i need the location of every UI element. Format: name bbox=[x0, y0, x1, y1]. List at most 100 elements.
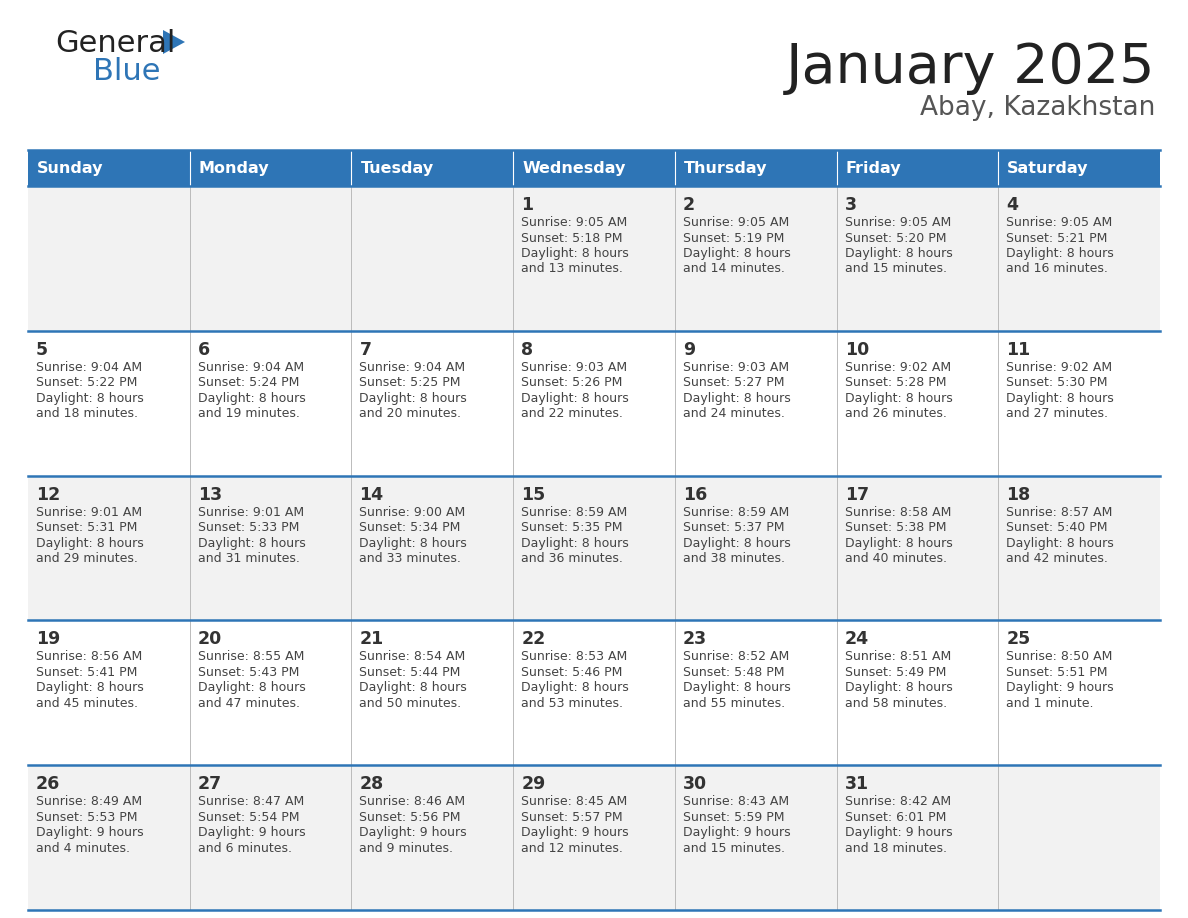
Text: Sunrise: 8:46 AM: Sunrise: 8:46 AM bbox=[360, 795, 466, 808]
Bar bbox=[836, 330, 998, 476]
Text: and 50 minutes.: and 50 minutes. bbox=[360, 697, 462, 710]
Text: General: General bbox=[55, 29, 176, 58]
Text: 17: 17 bbox=[845, 486, 868, 504]
Text: Sunset: 5:19 PM: Sunset: 5:19 PM bbox=[683, 231, 784, 244]
Text: Friday: Friday bbox=[846, 162, 902, 176]
Bar bbox=[29, 766, 190, 910]
Text: Sunset: 5:18 PM: Sunset: 5:18 PM bbox=[522, 231, 623, 244]
Bar bbox=[190, 621, 352, 766]
Text: Daylight: 8 hours: Daylight: 8 hours bbox=[522, 247, 628, 260]
Text: Daylight: 9 hours: Daylight: 9 hours bbox=[360, 826, 467, 839]
Text: and 22 minutes.: and 22 minutes. bbox=[522, 408, 623, 420]
Text: 21: 21 bbox=[360, 631, 384, 648]
Text: Sunrise: 9:02 AM: Sunrise: 9:02 AM bbox=[1006, 361, 1112, 374]
Text: 8: 8 bbox=[522, 341, 533, 359]
Text: and 24 minutes.: and 24 minutes. bbox=[683, 408, 785, 420]
Text: and 38 minutes.: and 38 minutes. bbox=[683, 552, 785, 565]
Text: Sunset: 5:59 PM: Sunset: 5:59 PM bbox=[683, 811, 784, 823]
Text: 13: 13 bbox=[197, 486, 222, 504]
Text: 9: 9 bbox=[683, 341, 695, 359]
Text: Sunset: 5:27 PM: Sunset: 5:27 PM bbox=[683, 376, 784, 389]
Bar bbox=[29, 186, 190, 330]
Text: Sunrise: 8:58 AM: Sunrise: 8:58 AM bbox=[845, 506, 950, 519]
Bar bbox=[675, 476, 836, 621]
Text: Sunrise: 8:51 AM: Sunrise: 8:51 AM bbox=[845, 650, 950, 664]
Text: Daylight: 8 hours: Daylight: 8 hours bbox=[522, 537, 628, 550]
Text: Daylight: 9 hours: Daylight: 9 hours bbox=[845, 826, 953, 839]
Text: and 14 minutes.: and 14 minutes. bbox=[683, 263, 785, 275]
Text: Sunrise: 8:45 AM: Sunrise: 8:45 AM bbox=[522, 795, 627, 808]
Text: 4: 4 bbox=[1006, 196, 1018, 214]
Text: Daylight: 8 hours: Daylight: 8 hours bbox=[197, 537, 305, 550]
Text: 16: 16 bbox=[683, 486, 707, 504]
Text: 15: 15 bbox=[522, 486, 545, 504]
Text: Blue: Blue bbox=[93, 57, 160, 86]
Text: Daylight: 8 hours: Daylight: 8 hours bbox=[36, 392, 144, 405]
Text: Sunset: 5:25 PM: Sunset: 5:25 PM bbox=[360, 376, 461, 389]
Text: Sunset: 5:35 PM: Sunset: 5:35 PM bbox=[522, 521, 623, 534]
Text: 12: 12 bbox=[36, 486, 61, 504]
Text: 11: 11 bbox=[1006, 341, 1030, 359]
Text: and 27 minutes.: and 27 minutes. bbox=[1006, 408, 1108, 420]
Text: Daylight: 8 hours: Daylight: 8 hours bbox=[1006, 247, 1114, 260]
Bar bbox=[836, 476, 998, 621]
Bar bbox=[190, 150, 352, 186]
Text: and 47 minutes.: and 47 minutes. bbox=[197, 697, 299, 710]
Bar bbox=[352, 330, 513, 476]
Text: and 45 minutes.: and 45 minutes. bbox=[36, 697, 138, 710]
Text: Daylight: 8 hours: Daylight: 8 hours bbox=[683, 537, 790, 550]
Text: Daylight: 8 hours: Daylight: 8 hours bbox=[522, 392, 628, 405]
Polygon shape bbox=[163, 30, 185, 54]
Text: Sunset: 5:34 PM: Sunset: 5:34 PM bbox=[360, 521, 461, 534]
Text: Sunset: 5:48 PM: Sunset: 5:48 PM bbox=[683, 666, 784, 679]
Text: and 1 minute.: and 1 minute. bbox=[1006, 697, 1094, 710]
Text: 20: 20 bbox=[197, 631, 222, 648]
Text: and 6 minutes.: and 6 minutes. bbox=[197, 842, 292, 855]
Text: and 55 minutes.: and 55 minutes. bbox=[683, 697, 785, 710]
Bar bbox=[190, 186, 352, 330]
Text: Sunrise: 9:04 AM: Sunrise: 9:04 AM bbox=[197, 361, 304, 374]
Text: and 4 minutes.: and 4 minutes. bbox=[36, 842, 129, 855]
Text: Sunset: 5:56 PM: Sunset: 5:56 PM bbox=[360, 811, 461, 823]
Bar bbox=[513, 476, 675, 621]
Text: Daylight: 8 hours: Daylight: 8 hours bbox=[845, 392, 953, 405]
Bar bbox=[836, 766, 998, 910]
Text: Sunset: 5:57 PM: Sunset: 5:57 PM bbox=[522, 811, 623, 823]
Text: Daylight: 8 hours: Daylight: 8 hours bbox=[683, 392, 790, 405]
Text: Daylight: 9 hours: Daylight: 9 hours bbox=[683, 826, 790, 839]
Bar bbox=[998, 150, 1159, 186]
Text: and 15 minutes.: and 15 minutes. bbox=[845, 263, 947, 275]
Text: 1: 1 bbox=[522, 196, 533, 214]
Text: Sunset: 5:20 PM: Sunset: 5:20 PM bbox=[845, 231, 946, 244]
Bar bbox=[675, 621, 836, 766]
Text: and 31 minutes.: and 31 minutes. bbox=[197, 552, 299, 565]
Text: Sunrise: 9:05 AM: Sunrise: 9:05 AM bbox=[845, 216, 950, 229]
Bar bbox=[836, 150, 998, 186]
Bar bbox=[190, 330, 352, 476]
Text: Daylight: 9 hours: Daylight: 9 hours bbox=[197, 826, 305, 839]
Text: 3: 3 bbox=[845, 196, 857, 214]
Text: 25: 25 bbox=[1006, 631, 1030, 648]
Text: Sunset: 5:38 PM: Sunset: 5:38 PM bbox=[845, 521, 946, 534]
Text: Sunday: Sunday bbox=[37, 162, 103, 176]
Text: Daylight: 8 hours: Daylight: 8 hours bbox=[1006, 537, 1114, 550]
Text: and 13 minutes.: and 13 minutes. bbox=[522, 263, 623, 275]
Text: Sunrise: 8:55 AM: Sunrise: 8:55 AM bbox=[197, 650, 304, 664]
Text: Sunset: 5:37 PM: Sunset: 5:37 PM bbox=[683, 521, 784, 534]
Text: Sunrise: 9:03 AM: Sunrise: 9:03 AM bbox=[522, 361, 627, 374]
Text: Sunrise: 8:50 AM: Sunrise: 8:50 AM bbox=[1006, 650, 1113, 664]
Text: Sunrise: 9:02 AM: Sunrise: 9:02 AM bbox=[845, 361, 950, 374]
Text: Daylight: 8 hours: Daylight: 8 hours bbox=[845, 681, 953, 694]
Bar bbox=[513, 621, 675, 766]
Text: Daylight: 8 hours: Daylight: 8 hours bbox=[845, 537, 953, 550]
Text: and 18 minutes.: and 18 minutes. bbox=[845, 842, 947, 855]
Text: 6: 6 bbox=[197, 341, 210, 359]
Text: Daylight: 8 hours: Daylight: 8 hours bbox=[360, 681, 467, 694]
Text: and 33 minutes.: and 33 minutes. bbox=[360, 552, 461, 565]
Text: January 2025: January 2025 bbox=[785, 41, 1155, 95]
Text: Sunrise: 9:05 AM: Sunrise: 9:05 AM bbox=[683, 216, 789, 229]
Text: Daylight: 9 hours: Daylight: 9 hours bbox=[36, 826, 144, 839]
Text: Daylight: 8 hours: Daylight: 8 hours bbox=[845, 247, 953, 260]
Text: 26: 26 bbox=[36, 775, 61, 793]
Text: Sunrise: 8:43 AM: Sunrise: 8:43 AM bbox=[683, 795, 789, 808]
